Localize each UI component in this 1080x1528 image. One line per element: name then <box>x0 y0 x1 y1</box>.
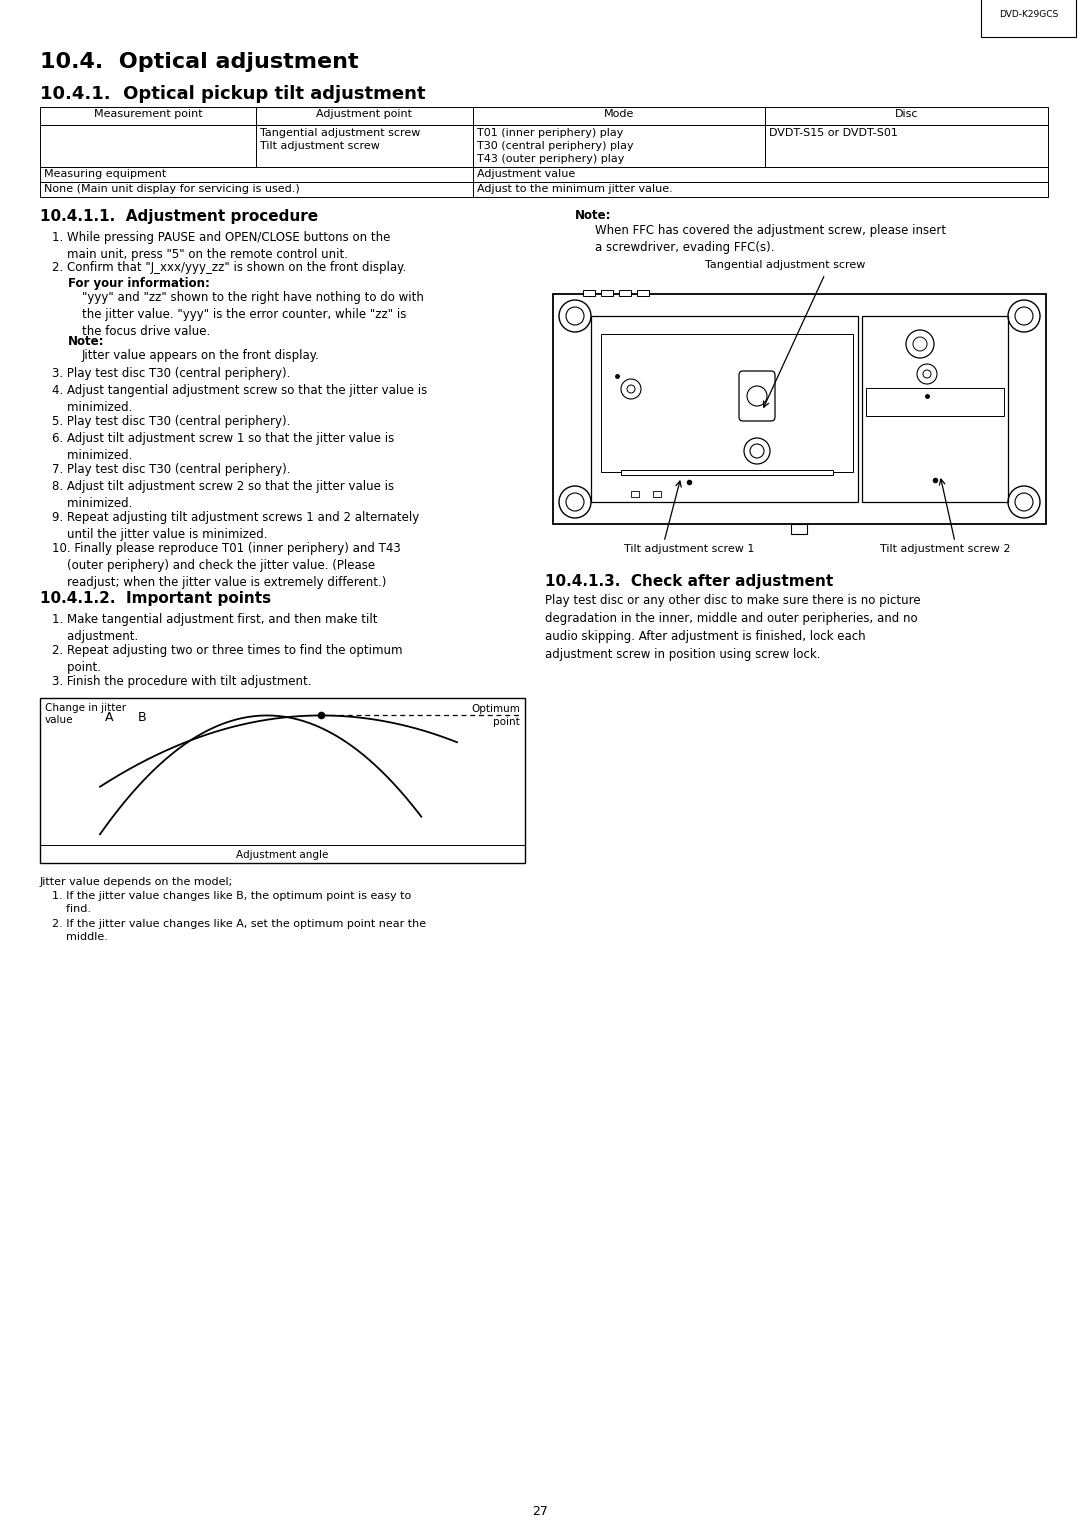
Bar <box>631 490 639 497</box>
Text: DVD-K29GCS: DVD-K29GCS <box>999 11 1058 18</box>
Text: When FFC has covered the adjustment screw, please insert
a screwdriver, evading : When FFC has covered the adjustment scre… <box>595 225 946 254</box>
Bar <box>862 316 1008 503</box>
Text: Optimum
point: Optimum point <box>471 704 519 727</box>
Text: 3. Finish the procedure with tilt adjustment.: 3. Finish the procedure with tilt adjust… <box>52 675 311 688</box>
Text: T30 (central periphery) play: T30 (central periphery) play <box>477 141 634 151</box>
Text: Adjust to the minimum jitter value.: Adjust to the minimum jitter value. <box>477 183 673 194</box>
Bar <box>619 290 631 296</box>
Text: For your information:: For your information: <box>68 277 210 290</box>
Text: 10.4.  Optical adjustment: 10.4. Optical adjustment <box>40 52 359 72</box>
Bar <box>621 471 833 475</box>
Text: 10. Finally please reproduce T01 (inner periphery) and T43
    (outer periphery): 10. Finally please reproduce T01 (inner … <box>52 542 401 588</box>
Text: Measuring equipment: Measuring equipment <box>44 170 166 179</box>
Text: Tangential adjustment screw: Tangential adjustment screw <box>705 260 865 270</box>
Text: 10.4.1.  Optical pickup tilt adjustment: 10.4.1. Optical pickup tilt adjustment <box>40 86 426 102</box>
Text: Change in jitter
value: Change in jitter value <box>45 703 126 726</box>
Text: A: A <box>105 711 113 724</box>
Text: B: B <box>138 711 147 724</box>
Text: 7. Play test disc T30 (central periphery).: 7. Play test disc T30 (central periphery… <box>52 463 291 477</box>
Text: Tilt adjustment screw 2: Tilt adjustment screw 2 <box>880 544 1010 555</box>
Bar <box>553 293 1047 524</box>
Text: Play test disc or any other disc to make sure there is no picture
degradation in: Play test disc or any other disc to make… <box>545 594 920 662</box>
Text: 1. Make tangential adjustment first, and then make tilt
    adjustment.: 1. Make tangential adjustment first, and… <box>52 613 378 643</box>
Text: 5. Play test disc T30 (central periphery).: 5. Play test disc T30 (central periphery… <box>52 416 291 428</box>
Bar <box>600 335 853 472</box>
Text: Adjustment angle: Adjustment angle <box>237 850 328 860</box>
Bar <box>40 698 525 863</box>
Text: Jitter value appears on the front display.: Jitter value appears on the front displa… <box>82 348 320 362</box>
FancyBboxPatch shape <box>739 371 775 422</box>
Text: Measurement point: Measurement point <box>94 108 202 119</box>
Text: 3. Play test disc T30 (central periphery).: 3. Play test disc T30 (central periphery… <box>52 367 291 380</box>
Text: 1. If the jitter value changes like B, the optimum point is easy to
    find.: 1. If the jitter value changes like B, t… <box>52 891 411 914</box>
Text: Disc: Disc <box>894 108 918 119</box>
Bar <box>866 388 1004 416</box>
Text: Note:: Note: <box>575 209 611 222</box>
Text: DVDT-S15 or DVDT-S01: DVDT-S15 or DVDT-S01 <box>769 128 897 138</box>
Text: 10.4.1.1.  Adjustment procedure: 10.4.1.1. Adjustment procedure <box>40 209 319 225</box>
Text: Mode: Mode <box>604 108 634 119</box>
Text: None (Main unit display for servicing is used.): None (Main unit display for servicing is… <box>44 183 300 194</box>
Bar <box>791 524 807 533</box>
Text: Note:: Note: <box>68 335 105 348</box>
Bar <box>40 182 1048 197</box>
Text: Adjustment value: Adjustment value <box>477 170 576 179</box>
Text: 2. Repeat adjusting two or three times to find the optimum
    point.: 2. Repeat adjusting two or three times t… <box>52 643 403 674</box>
Bar <box>637 290 649 296</box>
Bar <box>600 290 613 296</box>
Text: Tilt adjustment screw: Tilt adjustment screw <box>260 141 380 151</box>
Text: 10.4.1.3.  Check after adjustment: 10.4.1.3. Check after adjustment <box>545 575 834 588</box>
Bar <box>40 167 1048 182</box>
Bar <box>40 125 1048 167</box>
Text: "yyy" and "zz" shown to the right have nothing to do with
the jitter value. "yyy: "yyy" and "zz" shown to the right have n… <box>82 290 423 338</box>
Bar <box>40 107 1048 125</box>
Text: Tilt adjustment screw 1: Tilt adjustment screw 1 <box>624 544 754 555</box>
Text: Adjustment point: Adjustment point <box>316 108 413 119</box>
Text: 6. Adjust tilt adjustment screw 1 so that the jitter value is
    minimized.: 6. Adjust tilt adjustment screw 1 so tha… <box>52 432 394 461</box>
Text: T43 (outer periphery) play: T43 (outer periphery) play <box>477 154 624 163</box>
Text: 10.4.1.2.  Important points: 10.4.1.2. Important points <box>40 591 271 607</box>
Bar <box>583 290 595 296</box>
Text: 2. If the jitter value changes like A, set the optimum point near the
    middle: 2. If the jitter value changes like A, s… <box>52 918 427 943</box>
Text: Jitter value depends on the model;: Jitter value depends on the model; <box>40 877 233 886</box>
Text: 4. Adjust tangential adjustment screw so that the jitter value is
    minimized.: 4. Adjust tangential adjustment screw so… <box>52 384 428 414</box>
Bar <box>653 490 661 497</box>
Text: Tangential adjustment screw: Tangential adjustment screw <box>260 128 420 138</box>
Text: 1. While pressing PAUSE and OPEN/CLOSE buttons on the
    main unit, press "5" o: 1. While pressing PAUSE and OPEN/CLOSE b… <box>52 231 390 261</box>
Text: 8. Adjust tilt adjustment screw 2 so that the jitter value is
    minimized.: 8. Adjust tilt adjustment screw 2 so tha… <box>52 480 394 510</box>
Text: 27: 27 <box>532 1505 548 1517</box>
Text: 2. Confirm that "J_xxx/yyy_zz" is shown on the front display.: 2. Confirm that "J_xxx/yyy_zz" is shown … <box>52 261 406 274</box>
Text: T01 (inner periphery) play: T01 (inner periphery) play <box>477 128 623 138</box>
Bar <box>591 316 858 503</box>
Text: 9. Repeat adjusting tilt adjustment screws 1 and 2 alternately
    until the jit: 9. Repeat adjusting tilt adjustment scre… <box>52 510 419 541</box>
